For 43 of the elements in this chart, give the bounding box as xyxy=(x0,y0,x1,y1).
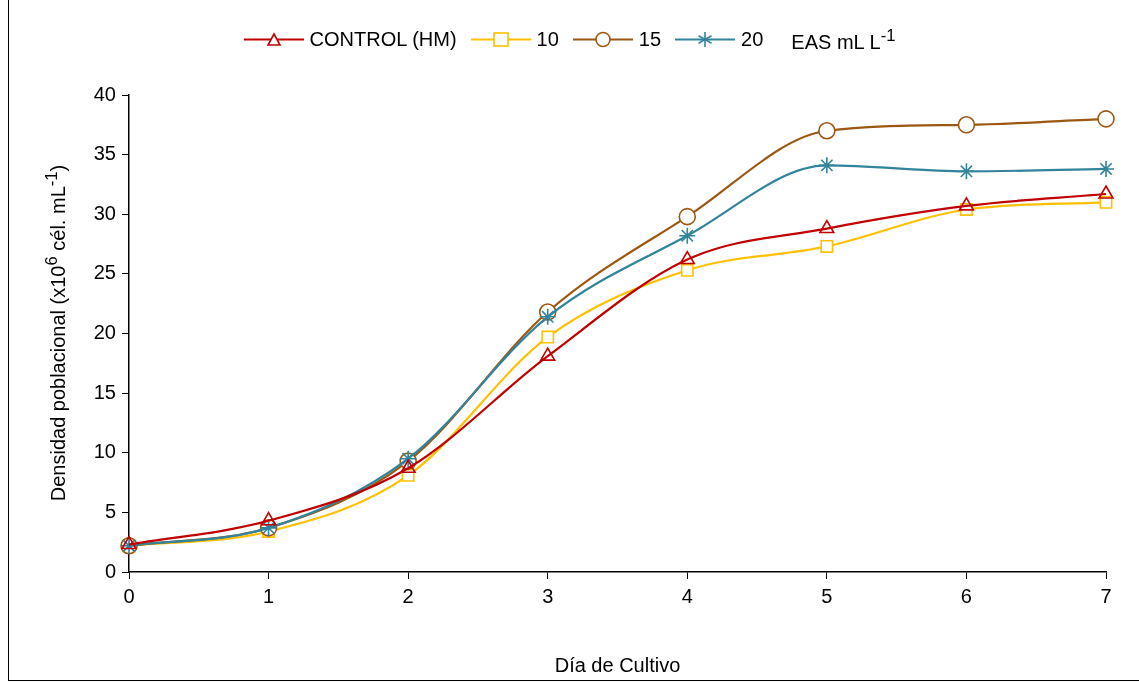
point xyxy=(1097,110,1115,128)
y-tick-label: 25 xyxy=(93,261,116,284)
legend-label: 20 xyxy=(741,28,764,52)
y-tick-label: 5 xyxy=(104,499,116,522)
point xyxy=(538,308,557,326)
point xyxy=(958,197,975,211)
point xyxy=(541,330,555,344)
point xyxy=(957,162,976,181)
point xyxy=(818,121,836,140)
y-tick-label: 35 xyxy=(93,142,116,165)
y-tick-label: 30 xyxy=(93,201,116,224)
point xyxy=(820,239,834,253)
x-tick-label: 2 xyxy=(402,584,414,607)
point xyxy=(678,226,697,245)
point xyxy=(680,263,694,277)
x-tick-label: 6 xyxy=(960,584,972,607)
point xyxy=(121,535,137,550)
x-tick-label: 5 xyxy=(821,584,833,607)
point xyxy=(818,156,836,175)
legend-label: CONTROL (HM) xyxy=(309,28,457,52)
y-tick-label: 0 xyxy=(104,559,116,582)
x-axis-title: Día de Cultivo xyxy=(554,653,681,676)
point xyxy=(1098,185,1114,199)
point xyxy=(679,250,696,265)
point xyxy=(539,347,556,361)
x-tick-label: 3 xyxy=(542,584,554,607)
point xyxy=(1097,160,1115,178)
x-tick-label: 0 xyxy=(123,584,135,607)
legend-label: 15 xyxy=(638,28,662,52)
y-tick-label: 40 xyxy=(93,82,116,105)
y-tick-label: 15 xyxy=(93,380,116,403)
y-tick-label: 20 xyxy=(93,321,116,344)
point xyxy=(957,116,976,134)
point xyxy=(819,219,835,234)
point xyxy=(260,511,277,526)
y-tick-label: 10 xyxy=(93,440,116,463)
point xyxy=(400,459,416,474)
x-tick-label: 4 xyxy=(681,584,693,607)
x-tick-label: 7 xyxy=(1100,584,1112,607)
point xyxy=(678,207,697,226)
legend-title: EAS mL L$^{-1}$ xyxy=(791,26,896,54)
legend-label: 10 xyxy=(536,28,559,52)
x-tick-label: 1 xyxy=(263,584,275,607)
